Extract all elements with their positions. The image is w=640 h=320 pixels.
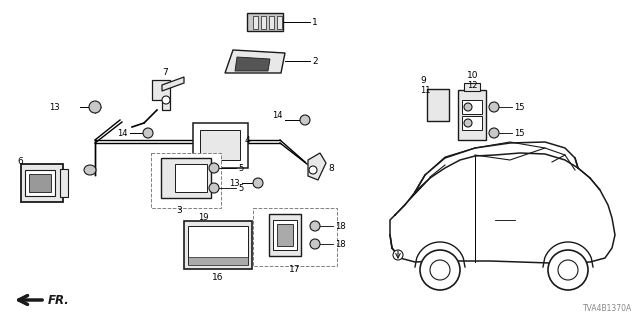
Polygon shape bbox=[225, 50, 285, 73]
Ellipse shape bbox=[310, 221, 320, 231]
Ellipse shape bbox=[464, 103, 472, 111]
Ellipse shape bbox=[309, 166, 317, 174]
Bar bbox=[269, 15, 273, 28]
Ellipse shape bbox=[84, 165, 96, 175]
Text: FR.: FR. bbox=[48, 293, 70, 307]
Text: 5: 5 bbox=[238, 183, 243, 193]
Bar bbox=[188, 226, 248, 264]
Text: 15: 15 bbox=[514, 129, 525, 138]
Text: 18: 18 bbox=[335, 221, 346, 230]
Text: 7: 7 bbox=[162, 68, 168, 76]
Polygon shape bbox=[308, 153, 326, 180]
Bar bbox=[29, 174, 51, 192]
Text: 17: 17 bbox=[289, 266, 301, 275]
Bar bbox=[273, 220, 297, 250]
Text: 13: 13 bbox=[229, 179, 240, 188]
Ellipse shape bbox=[162, 96, 170, 104]
Bar bbox=[60, 169, 68, 197]
Text: 5: 5 bbox=[238, 164, 243, 172]
Bar bbox=[464, 83, 480, 91]
Ellipse shape bbox=[143, 128, 153, 138]
Text: 13: 13 bbox=[49, 102, 60, 111]
Bar bbox=[193, 123, 248, 167]
Bar bbox=[458, 90, 486, 140]
Circle shape bbox=[548, 250, 588, 290]
Circle shape bbox=[430, 260, 450, 280]
Bar bbox=[21, 164, 63, 202]
Bar bbox=[161, 158, 211, 198]
Text: 1: 1 bbox=[312, 18, 317, 27]
Text: 4: 4 bbox=[245, 135, 251, 145]
Bar bbox=[175, 164, 207, 192]
Text: 19: 19 bbox=[198, 212, 209, 221]
Ellipse shape bbox=[489, 128, 499, 138]
Bar bbox=[462, 100, 482, 114]
Bar bbox=[276, 15, 282, 28]
Text: 8: 8 bbox=[328, 164, 333, 172]
Text: 2: 2 bbox=[312, 57, 317, 66]
Text: 6: 6 bbox=[17, 156, 23, 165]
Ellipse shape bbox=[209, 183, 219, 193]
Bar bbox=[253, 15, 257, 28]
Bar bbox=[25, 170, 55, 196]
Text: 10: 10 bbox=[467, 70, 479, 79]
Polygon shape bbox=[152, 80, 170, 110]
Ellipse shape bbox=[310, 239, 320, 249]
Text: 15: 15 bbox=[514, 102, 525, 111]
Bar bbox=[427, 89, 449, 121]
Circle shape bbox=[420, 250, 460, 290]
Polygon shape bbox=[235, 57, 270, 71]
Ellipse shape bbox=[300, 115, 310, 125]
Ellipse shape bbox=[209, 163, 219, 173]
Text: 11: 11 bbox=[420, 85, 431, 94]
Text: 14: 14 bbox=[273, 110, 283, 119]
Text: 16: 16 bbox=[212, 274, 224, 283]
Text: TVA4B1370A: TVA4B1370A bbox=[583, 304, 632, 313]
Circle shape bbox=[558, 260, 578, 280]
Bar bbox=[260, 15, 266, 28]
Text: 3: 3 bbox=[176, 205, 182, 214]
Ellipse shape bbox=[489, 102, 499, 112]
Text: 18: 18 bbox=[335, 239, 346, 249]
Bar bbox=[188, 257, 248, 265]
Text: 12: 12 bbox=[467, 81, 477, 90]
Ellipse shape bbox=[464, 119, 472, 127]
Bar bbox=[151, 153, 221, 208]
Text: 14: 14 bbox=[118, 129, 128, 138]
Text: 9: 9 bbox=[420, 76, 426, 84]
Bar bbox=[184, 221, 252, 269]
Bar bbox=[277, 224, 293, 246]
Bar bbox=[269, 214, 301, 256]
Polygon shape bbox=[162, 77, 184, 91]
Ellipse shape bbox=[393, 250, 403, 260]
Bar bbox=[200, 130, 240, 160]
Ellipse shape bbox=[253, 178, 263, 188]
Bar bbox=[253, 208, 337, 266]
Bar bbox=[462, 116, 482, 130]
Ellipse shape bbox=[89, 101, 101, 113]
Bar bbox=[247, 13, 283, 31]
